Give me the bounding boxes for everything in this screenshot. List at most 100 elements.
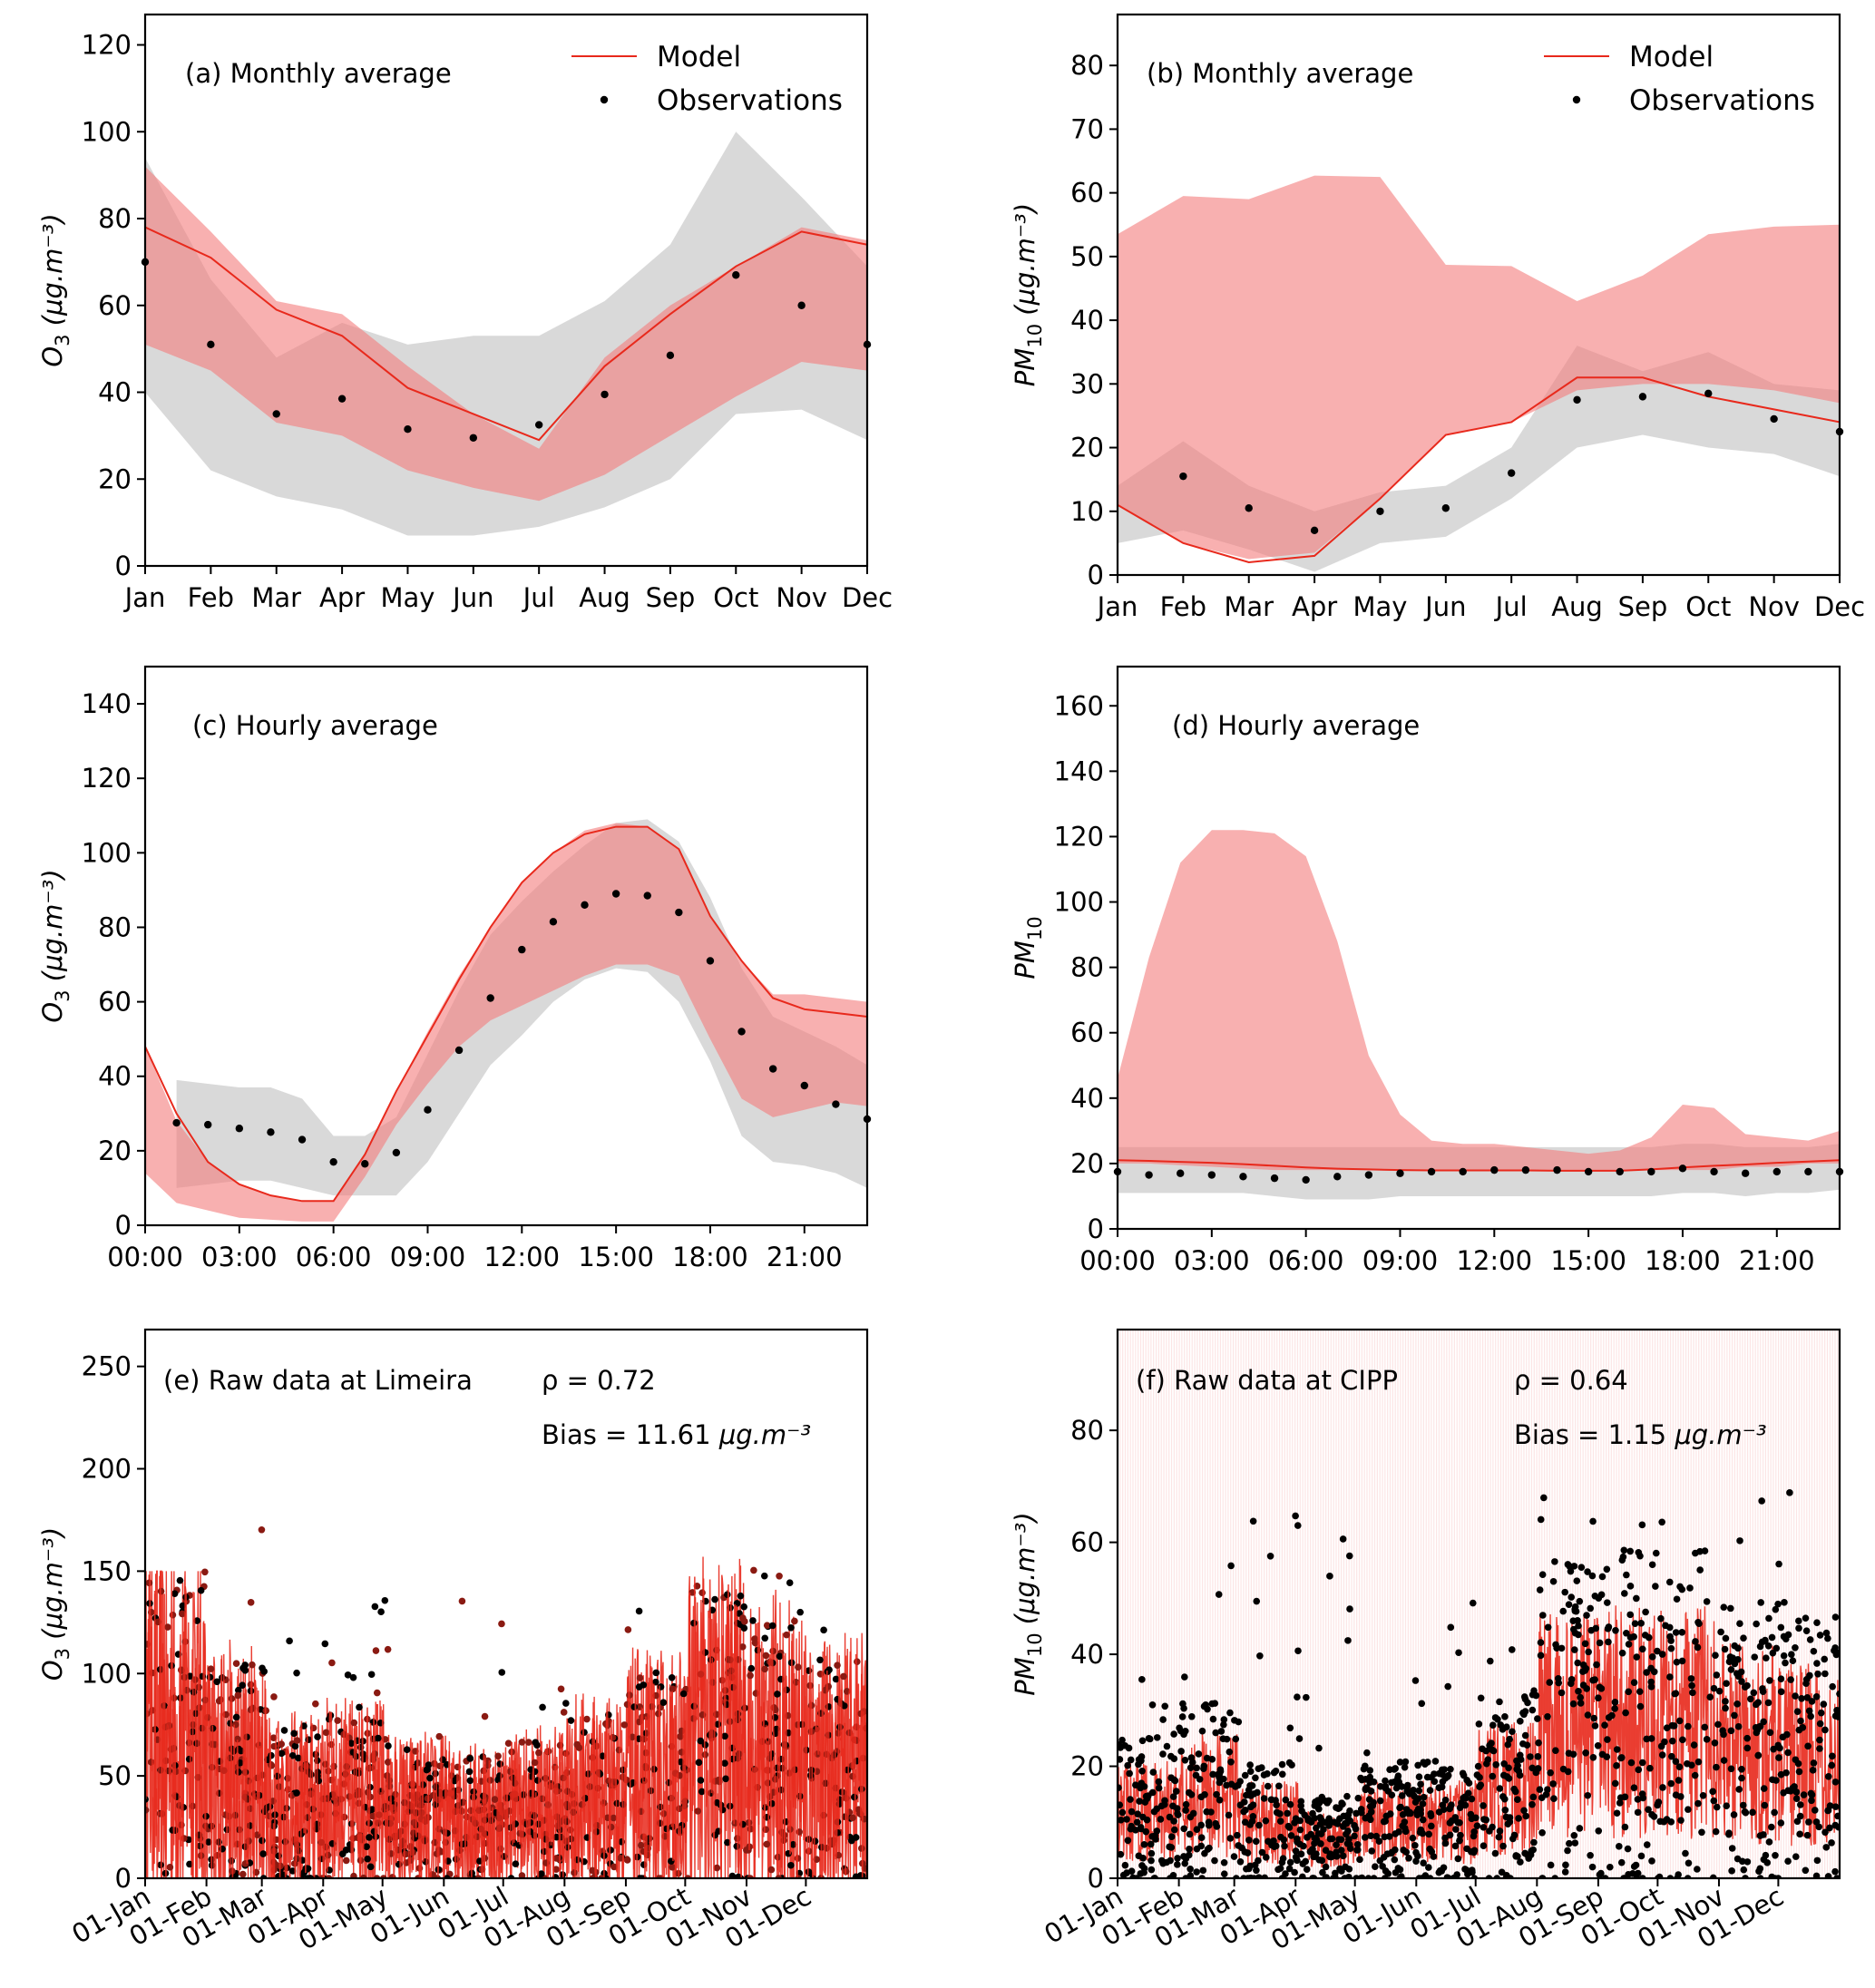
f-observation-point [1787, 1787, 1794, 1795]
f-ytick-label: 60 [1070, 1527, 1104, 1558]
f-observation-point [1784, 1749, 1792, 1757]
f-observation-point [1581, 1640, 1589, 1648]
e-ytick-label: 250 [82, 1351, 132, 1382]
f-observation-point [1561, 1588, 1569, 1596]
f-observation-point [1722, 1704, 1729, 1712]
e-observation-point [749, 1617, 757, 1624]
f-observation-point [1822, 1844, 1831, 1851]
f-observation-point [1826, 1824, 1833, 1832]
panel-a-monthly-o3: 0 20 40 60 80 100 120 O3 (μg.m⁻³) Jan Feb Mar Apr Ma… [37, 13, 893, 613]
f-observation-point [1517, 1756, 1525, 1763]
f-observation-point [1555, 1674, 1562, 1682]
f-observation-point [1166, 1843, 1173, 1851]
f-observation-point [1605, 1713, 1613, 1721]
f-observation-point [1146, 1735, 1154, 1743]
e-observation-point [840, 1672, 847, 1681]
f-observation-point [1245, 1786, 1253, 1794]
f-observation-point [1463, 1866, 1470, 1874]
f-observation-point [1174, 1809, 1181, 1817]
b-xtick-label: Aug [1551, 591, 1603, 622]
d-observation-point [1207, 1171, 1216, 1179]
f-observation-point [1631, 1620, 1639, 1627]
f-observation-point [1777, 1688, 1785, 1696]
f-observation-point [1220, 1858, 1228, 1866]
f-observation-point [1703, 1736, 1711, 1743]
f-observation-point [1398, 1873, 1405, 1878]
f-observation-point [1571, 1839, 1579, 1847]
c-observation-point [643, 892, 651, 900]
f-observation-point [1401, 1758, 1410, 1766]
f-observation-point [1812, 1818, 1821, 1826]
f-observation-point [1638, 1790, 1646, 1798]
e-observation-point [711, 1595, 718, 1603]
f-observation-point [1675, 1777, 1683, 1784]
f-observation-point [1372, 1863, 1379, 1870]
f-observation-point [1569, 1700, 1577, 1708]
f-observation-point [1477, 1694, 1485, 1702]
e-observation-point [786, 1579, 794, 1587]
e-observation-point [278, 1749, 286, 1758]
f-observation-point [1153, 1805, 1161, 1813]
f-observation-point [1326, 1573, 1333, 1580]
f-observation-point [1213, 1790, 1220, 1798]
f-observation-point [1530, 1838, 1538, 1847]
f-observation-point [1544, 1713, 1551, 1720]
a-annotation: (a) Monthly average [185, 58, 452, 89]
f-observation-point [1343, 1792, 1351, 1800]
f-observation-point [1611, 1699, 1619, 1706]
b-xtick-label: Jun [1423, 591, 1466, 622]
c-ytick-label: 0 [115, 1210, 132, 1241]
a-observation-point [469, 434, 478, 442]
f-observation-point [1655, 1873, 1664, 1878]
e-observation-point [573, 1740, 581, 1749]
d-ytick-label: 80 [1070, 952, 1104, 983]
f-observation-point [1424, 1759, 1431, 1766]
f-observation-point [1638, 1645, 1646, 1653]
f-observation-point [1391, 1766, 1398, 1773]
e-model-line-overlay [145, 1571, 867, 1878]
e-observation-point [176, 1576, 184, 1584]
e-observation-point [466, 1755, 474, 1762]
f-observation-point [1281, 1842, 1288, 1850]
f-observation-point [1260, 1771, 1268, 1778]
f-observation-point [1575, 1622, 1582, 1630]
c-model-range-band [145, 823, 867, 1222]
e-observation-point [640, 1681, 648, 1689]
f-observation-point [1276, 1817, 1284, 1825]
f-observation-point [1368, 1847, 1376, 1855]
f-observation-point [1765, 1838, 1773, 1846]
f-observation-point [1149, 1769, 1157, 1776]
f-observation-point [1643, 1669, 1650, 1676]
e-observation-point [169, 1611, 177, 1619]
f-observation-point [1713, 1803, 1721, 1811]
f-observation-point [1730, 1811, 1738, 1818]
f-observation-point [1738, 1774, 1745, 1782]
e-observation-point [518, 1872, 526, 1878]
e-observation-point [239, 1681, 246, 1690]
f-observation-point [1258, 1764, 1265, 1771]
f-observation-point [1118, 1740, 1123, 1749]
f-observation-point [1147, 1856, 1155, 1865]
f-observation-point [1118, 1801, 1124, 1809]
c-observation-point [832, 1100, 840, 1108]
f-observation-point [1666, 1632, 1674, 1641]
f-observation-point [1315, 1744, 1323, 1752]
f-observation-point [1385, 1833, 1393, 1840]
b-ylabel: PM10 (μg.m⁻³) [1010, 203, 1046, 386]
e-observation-point [350, 1719, 358, 1727]
f-observation-point [1187, 1754, 1196, 1761]
f-observation-point [1570, 1563, 1578, 1570]
f-observation-point [1126, 1769, 1133, 1778]
f-observation-point [1197, 1793, 1206, 1801]
e-ytick-label: 200 [82, 1454, 132, 1485]
f-observation-point [1626, 1611, 1634, 1619]
b-observation-point [1179, 472, 1187, 481]
a-xtick-label: Mar [251, 582, 301, 613]
f-observation-point [1814, 1670, 1821, 1678]
c-observation-point [675, 908, 683, 917]
e-observation-point [293, 1737, 301, 1744]
f-observation-point [1198, 1727, 1206, 1735]
e-observation-point [465, 1768, 474, 1776]
f-observation-point [1420, 1859, 1427, 1867]
e-observation-point [426, 1774, 434, 1782]
